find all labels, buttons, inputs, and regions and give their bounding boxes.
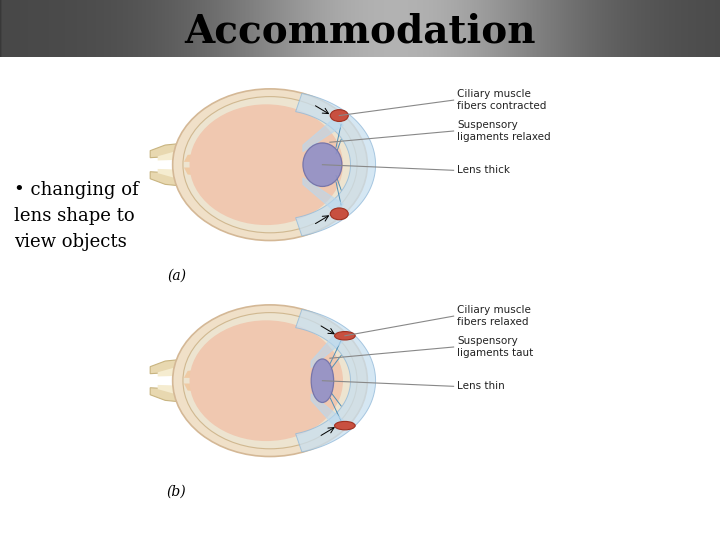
Polygon shape <box>184 152 221 162</box>
Ellipse shape <box>173 305 367 456</box>
Polygon shape <box>184 167 221 177</box>
Ellipse shape <box>173 89 367 240</box>
Ellipse shape <box>335 421 355 430</box>
Polygon shape <box>311 394 343 430</box>
Ellipse shape <box>330 110 348 122</box>
Polygon shape <box>296 93 376 236</box>
Ellipse shape <box>311 359 333 402</box>
Polygon shape <box>184 368 221 378</box>
Text: • changing of
lens shape to
view objects: • changing of lens shape to view objects <box>14 180 139 252</box>
Text: Ciliary muscle
fibers contracted: Ciliary muscle fibers contracted <box>457 89 546 111</box>
Text: Suspensory
ligaments relaxed: Suspensory ligaments relaxed <box>457 120 551 142</box>
Text: Lens thin: Lens thin <box>457 381 505 391</box>
Text: Ciliary muscle
fibers relaxed: Ciliary muscle fibers relaxed <box>457 305 531 327</box>
Polygon shape <box>158 365 221 396</box>
Polygon shape <box>150 355 221 406</box>
Text: Accommodation: Accommodation <box>184 12 536 50</box>
Ellipse shape <box>183 313 357 449</box>
Polygon shape <box>311 332 343 368</box>
Polygon shape <box>303 178 343 214</box>
Ellipse shape <box>189 104 343 225</box>
Ellipse shape <box>335 332 355 340</box>
Text: Lens thick: Lens thick <box>457 165 510 176</box>
Ellipse shape <box>189 320 343 441</box>
Text: Figure 12.29: Figure 12.29 <box>4 1 81 14</box>
Ellipse shape <box>303 143 342 186</box>
Polygon shape <box>150 139 221 190</box>
Polygon shape <box>158 149 221 180</box>
Text: (a): (a) <box>167 268 186 282</box>
Polygon shape <box>296 309 376 452</box>
Polygon shape <box>303 116 343 152</box>
Polygon shape <box>184 383 221 393</box>
Text: Suspensory
ligaments taut: Suspensory ligaments taut <box>457 336 534 358</box>
Ellipse shape <box>183 97 357 233</box>
Text: (b): (b) <box>166 484 186 498</box>
Ellipse shape <box>330 208 348 220</box>
